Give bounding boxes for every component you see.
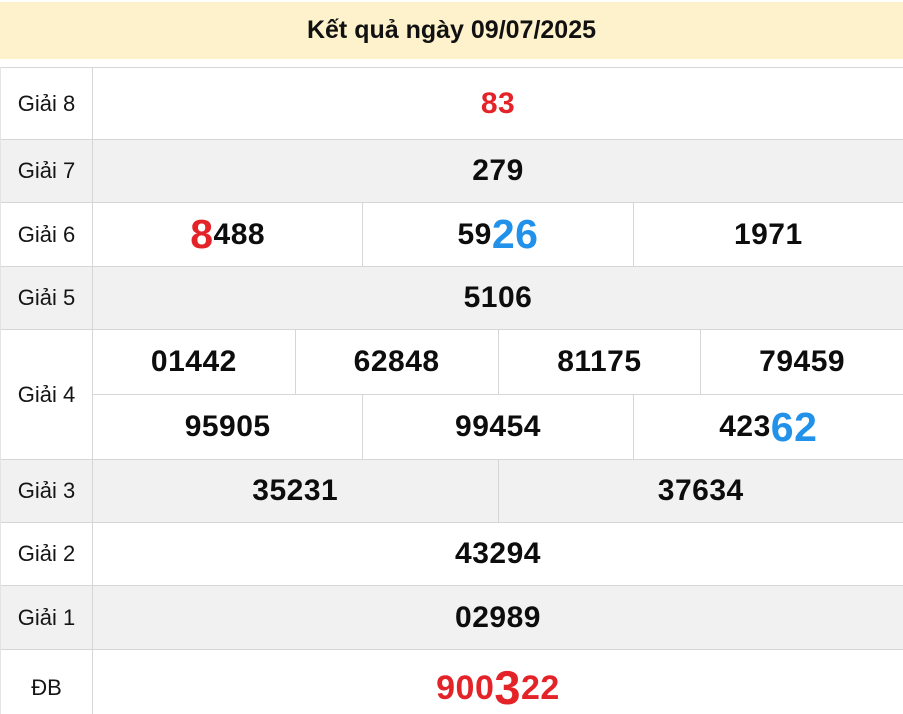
prize-number-part: 79459 <box>759 345 846 378</box>
prize-number-part: 62 <box>770 403 818 450</box>
prize-number-part: 488 <box>213 217 266 251</box>
prize-label-giai-3: Giải 3 <box>1 460 93 522</box>
prize-line-giai-8-1: 83 <box>93 68 903 139</box>
prize-number-part: 1971 <box>733 217 803 251</box>
prize-number-part: 43294 <box>455 537 541 570</box>
prize-cell: 900 3 22 <box>93 650 903 714</box>
prize-cell: 5106 <box>93 267 903 329</box>
row-giai-3: Giải 3 35231 37634 <box>1 459 903 522</box>
prize-number-part: 62848 <box>353 345 440 378</box>
prize-line-giai-4-2: 95905 99454 423 62 <box>93 394 903 459</box>
prize-label-giai-4: Giải 4 <box>1 330 93 459</box>
results-header: Kết quả ngày 09/07/2025 <box>0 2 903 59</box>
prize-cell: 79459 <box>700 330 903 394</box>
prize-number-part: 81175 <box>557 345 642 378</box>
prize-label-giai-5: Giải 5 <box>1 267 93 329</box>
prize-number-part: 83 <box>480 86 516 120</box>
prize-number-part: 22 <box>521 668 560 707</box>
prize-number-part: 95905 <box>184 410 271 443</box>
prize-label-giai-db: ĐB <box>1 650 93 714</box>
prize-label-giai-2: Giải 2 <box>1 523 93 585</box>
prize-line-giai-1-1: 02989 <box>93 586 903 649</box>
prize-label-giai-8: Giải 8 <box>1 68 93 139</box>
prize-line-giai-2-1: 43294 <box>93 523 903 585</box>
prize-cell: 1971 <box>632 203 903 266</box>
prize-number-part: 37634 <box>657 474 744 507</box>
prize-line-giai-5-1: 5106 <box>93 267 903 329</box>
prize-cell: 81175 <box>497 330 701 394</box>
prize-number-part: 5106 <box>463 281 533 314</box>
row-content-giai-1: 02989 <box>93 586 903 649</box>
prize-number-part: 423 <box>719 410 771 443</box>
row-content-giai-4: 01442 62848 81175 79459 95905 99454 423 62 <box>93 330 903 459</box>
row-content-giai-6: 8 488 59 26 1971 <box>93 203 903 266</box>
prize-cell: 35231 <box>93 460 498 522</box>
prize-label-giai-6: Giải 6 <box>1 203 93 266</box>
row-content-giai-db: 900 3 22 <box>93 650 903 714</box>
prize-cell: 43294 <box>93 523 903 585</box>
row-giai-1: Giải 1 02989 <box>1 585 903 649</box>
prize-cell: 95905 <box>93 395 362 459</box>
prize-number-part: 59 <box>457 217 492 251</box>
prize-number-part: 02989 <box>455 600 541 634</box>
prize-number-part: 3 <box>494 661 522 714</box>
prize-cell: 279 <box>93 140 903 202</box>
row-content-giai-3: 35231 37634 <box>93 460 903 522</box>
row-content-giai-5: 5106 <box>93 267 903 329</box>
prize-number-part: 26 <box>491 211 539 257</box>
prize-cell: 62848 <box>294 330 498 394</box>
prize-number-part: 900 <box>436 668 495 707</box>
prize-cell: 02989 <box>93 586 903 649</box>
prize-line-giai-7-1: 279 <box>93 140 903 202</box>
prize-number-part: 99454 <box>455 410 541 443</box>
row-giai-6: Giải 6 8 488 59 26 1971 <box>1 202 903 266</box>
prize-line-giai-6-1: 8 488 59 26 1971 <box>93 203 903 266</box>
row-giai-8: Giải 8 83 <box>1 67 903 139</box>
row-content-giai-8: 83 <box>93 68 903 139</box>
row-giai-7: Giải 7 279 <box>1 139 903 202</box>
prize-line-giai-3-1: 35231 37634 <box>93 460 903 522</box>
prize-line-giai-4-1: 01442 62848 81175 79459 <box>93 330 903 394</box>
row-giai-5: Giải 5 5106 <box>1 266 903 329</box>
prize-number-part: 8 <box>190 211 214 257</box>
prize-cell: 423 62 <box>632 395 903 459</box>
prize-number-part: 01442 <box>150 345 237 378</box>
prize-cell: 83 <box>93 68 903 139</box>
prize-line-giai-db-1: 900 3 22 <box>93 650 903 714</box>
prize-cell: 99454 <box>362 395 632 459</box>
prize-cell: 37634 <box>497 460 903 522</box>
row-giai-4: Giải 4 01442 62848 81175 79459 95905 99454 423 6… <box>1 329 903 459</box>
results-title: Kết quả ngày 09/07/2025 <box>306 16 597 44</box>
prize-cell: 01442 <box>93 330 295 394</box>
prize-cell: 8 488 <box>93 203 362 266</box>
prize-cell: 59 26 <box>362 203 632 266</box>
row-giai-db: ĐB 900 3 22 <box>1 649 903 714</box>
row-content-giai-2: 43294 <box>93 523 903 585</box>
row-giai-2: Giải 2 43294 <box>1 522 903 585</box>
prize-label-giai-1: Giải 1 <box>1 586 93 649</box>
prize-label-giai-7: Giải 7 <box>1 140 93 202</box>
prize-number-part: 279 <box>472 154 524 187</box>
results-table: Giải 8 83 Giải 7 279 Giải 6 8 488 59 26 1971 Giải … <box>0 67 903 714</box>
row-content-giai-7: 279 <box>93 140 903 202</box>
prize-number-part: 35231 <box>252 474 339 507</box>
